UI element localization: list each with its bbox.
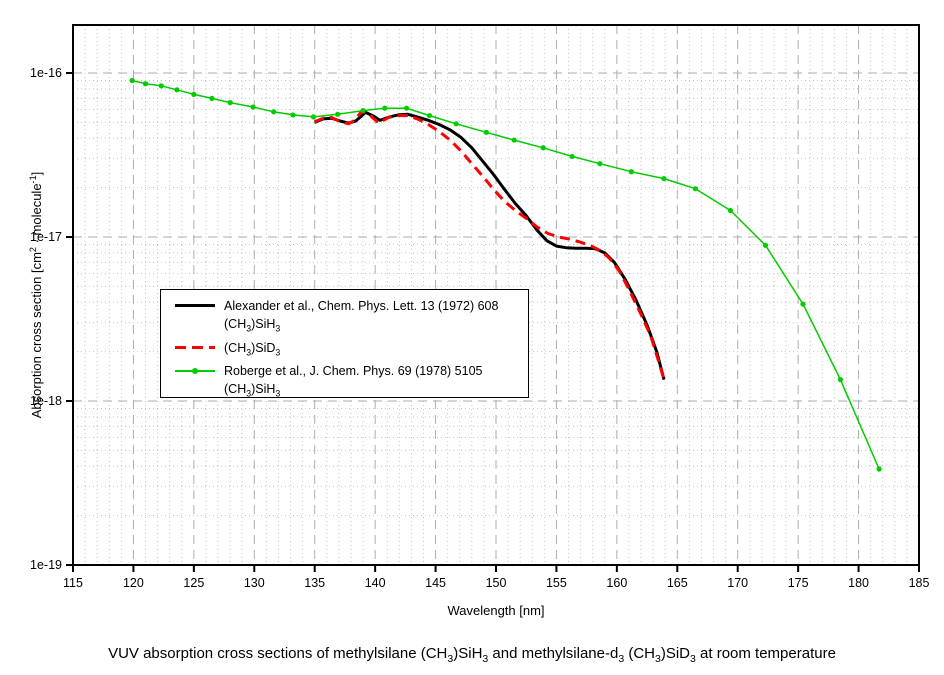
data-marker — [800, 301, 806, 307]
data-marker — [569, 153, 575, 160]
data-marker — [628, 169, 634, 175]
x-axis-title: Wavelength [nm] — [447, 603, 545, 618]
x-tick-label: 160 — [606, 576, 627, 590]
legend-swatch-solid — [175, 297, 215, 314]
data-marker — [661, 176, 667, 182]
data-marker — [837, 377, 844, 383]
series-roberge-sih3-markers — [129, 77, 882, 472]
x-tick-label: 175 — [788, 576, 809, 590]
series-alexander-sih3 — [314, 110, 666, 380]
y-tick-label: 1e-16 — [30, 66, 62, 80]
legend-entry-1: (CH3)SiD3 — [175, 339, 528, 362]
legend-entry-0: Alexander et al., Chem. Phys. Lett. 13 (… — [175, 297, 528, 338]
legend-label: Roberge et al., J. Chem. Phys. 69 (1978)… — [224, 364, 483, 399]
x-tick-label: 135 — [304, 576, 325, 590]
x-tick-label: 120 — [123, 576, 144, 590]
legend-box: Alexander et al., Chem. Phys. Lett. 13 (… — [160, 289, 529, 399]
data-marker — [511, 137, 517, 143]
data-marker — [191, 91, 197, 98]
data-marker — [426, 112, 433, 119]
legend-swatch-line-marker — [175, 362, 215, 379]
data-marker — [360, 107, 366, 114]
data-marker — [129, 77, 135, 84]
data-marker — [692, 186, 699, 192]
x-tick-label: 150 — [486, 576, 507, 590]
legend-label: (CH3)SiD3 — [224, 340, 281, 358]
data-marker — [453, 121, 459, 127]
x-tick-label: 130 — [244, 576, 265, 590]
data-marker — [174, 87, 180, 93]
data-marker — [762, 242, 769, 248]
data-marker — [142, 81, 149, 87]
data-marker — [483, 129, 489, 135]
data-marker — [335, 111, 341, 117]
data-marker — [227, 99, 233, 106]
figure-caption: VUV absorption cross sections of methyls… — [108, 645, 836, 665]
x-tick-label: 180 — [848, 576, 869, 590]
x-tick-label: 170 — [727, 576, 748, 590]
x-tick-label: 145 — [425, 576, 446, 590]
data-marker — [250, 104, 256, 110]
x-tick-label: 185 — [909, 576, 930, 590]
y-tick-label: 1e-19 — [30, 558, 62, 572]
chart: 115 120 125 130 135 140 145 150 155 160 165 170 175 1… — [30, 24, 929, 590]
data-marker — [158, 83, 164, 89]
data-marker — [290, 112, 296, 118]
y-tick-label: 1e-18 — [30, 394, 62, 408]
x-tick-label: 125 — [183, 576, 204, 590]
y-tick-label: 1e-17 — [30, 230, 62, 244]
y-axis-title: Absorption cross section [cm2 · molecule… — [27, 171, 45, 419]
x-tick-label: 140 — [365, 576, 386, 590]
axis-ticks — [66, 72, 920, 572]
legend-entry-2: Roberge et al., J. Chem. Phys. 69 (1978)… — [175, 362, 528, 403]
x-tick-label: 165 — [667, 576, 688, 590]
x-tick-label: 155 — [546, 576, 567, 590]
legend-swatch-dashed — [175, 339, 215, 356]
data-marker — [876, 466, 882, 472]
data-marker — [209, 95, 215, 102]
series-roberge-sih3 — [132, 79, 880, 470]
legend-label: Alexander et al., Chem. Phys. Lett. 13 (… — [224, 299, 499, 334]
tick-labels: 115 120 125 130 135 140 145 150 155 160 165 170 175 1… — [30, 66, 929, 590]
data-marker — [540, 145, 546, 151]
data-marker — [382, 105, 388, 111]
x-tick-label: 115 — [63, 576, 83, 590]
data-marker — [271, 109, 277, 115]
data-marker — [310, 114, 317, 120]
data-marker — [403, 105, 410, 111]
data-marker — [597, 161, 603, 167]
data-marker — [727, 207, 734, 214]
